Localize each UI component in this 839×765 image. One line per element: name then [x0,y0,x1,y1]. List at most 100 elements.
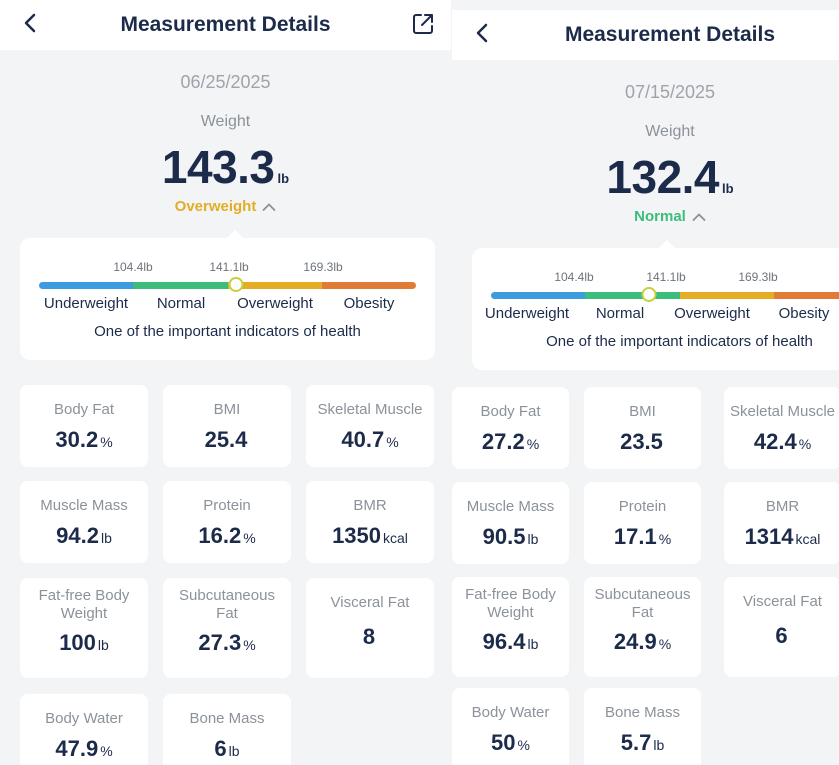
metric-value: 94.2 [56,523,99,548]
measurement-date: 07/15/2025 [624,82,716,102]
metric-card[interactable]: Visceral Fat 8 [306,578,434,678]
metric-value-row: 6 [724,623,839,649]
measurement-screen-right: Measurement Details 07/15/2025 Weight 13… [451,0,839,765]
metric-value: 6 [775,623,788,648]
threshold-label: 104.4lb [113,260,153,274]
metric-card[interactable]: Body Fat 27.2% [452,387,569,469]
external-link-icon[interactable] [411,12,435,36]
metric-card[interactable]: Skeletal Muscle 40.7% [306,385,434,467]
weight-status-label: Overweight [174,198,257,215]
weight-unit: lb [277,171,290,186]
metric-card[interactable]: Muscle Mass 94.2 lb [20,481,148,563]
metric-card[interactable]: Body Fat 30.2% [20,385,148,467]
metric-label: Fat-free Body Weight [465,586,556,621]
metric-label: Subcutaneous Fat [179,587,275,622]
category-label: Normal [156,295,206,312]
metric-card[interactable]: Body Water 50% [452,688,569,765]
metric-unit: % [798,436,812,452]
metric-value: 17.1 [613,524,657,549]
chevron-left-icon[interactable] [472,20,494,48]
metric-value: 24.9 [613,629,657,654]
metric-value: 90.5 [482,524,526,549]
metric-label: Skeletal Muscle [317,401,423,418]
metric-card[interactable]: BMI 25.4 [163,385,291,467]
metric-value: 1350 [332,523,382,548]
category-label: Overweight [674,305,750,322]
metric-card[interactable]: Visceral Fat 6 [724,577,839,677]
metric-value: 42.4 [753,429,797,454]
scale-hint: One of the important indicators of healt… [94,323,361,340]
chevron-left-icon[interactable] [20,10,42,38]
metric-unit: % [658,531,672,547]
metric-value-row: 1350 kcal [306,523,434,549]
metric-card[interactable]: BMR 1314 kcal [724,482,839,564]
metric-card[interactable]: Protein 17.1% [584,482,701,564]
metric-unit: % [658,636,672,652]
scale-bar [39,282,416,289]
metric-unit: lb [228,743,240,759]
weight-status-toggle[interactable]: Overweight [0,198,451,215]
metric-unit: % [243,637,256,653]
scale-bar [491,292,839,299]
scale-segment-obesity [773,292,839,299]
category-label: Overweight [237,295,313,312]
chevron-up-icon [692,213,706,221]
scale-hint: One of the important indicators of healt… [546,333,813,350]
metric-card[interactable]: Subcutaneous Fat 27.3% [163,578,291,678]
header-bar: Measurement Details [452,10,839,60]
metric-card[interactable]: Muscle Mass 90.5 lb [452,482,569,564]
metric-card[interactable]: Bone Mass 6 lb [163,694,291,765]
metric-value-row: 24.9% [584,629,701,655]
metric-card[interactable]: Protein 16.2% [163,481,291,563]
metric-card[interactable]: BMI 23.5 [584,387,701,469]
scale-segment-overweight [227,282,322,289]
metric-value-row: 27.3% [163,630,291,656]
metric-label: Skeletal Muscle [729,403,836,420]
scale-segment-overweight [679,292,774,299]
metric-card[interactable]: Bone Mass 5.7 lb [584,688,701,765]
threshold-label: 141.1lb [209,260,249,274]
metric-unit: % [517,737,530,753]
metric-value: 1314 [744,524,794,549]
measurement-date: 06/25/2025 [180,72,271,92]
metric-label: Visceral Fat [330,594,410,611]
metric-value-row: 5.7 lb [584,730,701,756]
metric-value-row: 42.4% [724,429,839,455]
metric-value: 40.7 [341,427,385,452]
metric-card[interactable]: Fat-free Body Weight 96.4 lb [452,577,569,677]
metric-value-row: 50% [452,730,569,756]
category-label: Obesity [343,295,395,312]
scale-segment-underweight [491,292,586,299]
metric-card[interactable]: Skeletal Muscle 42.4% [724,387,839,469]
weight-label: Weight [200,113,251,130]
metric-card[interactable]: Subcutaneous Fat 24.9% [584,577,701,677]
category-label: Underweight [43,295,129,312]
metric-value: 100 [59,630,96,655]
scale-categories: Underweight Normal Overweight Obesity [472,305,839,323]
metric-value: 23.5 [620,429,663,454]
metric-unit: % [100,434,113,450]
metric-value-row: 8 [306,624,434,650]
metric-unit: % [386,434,399,450]
metric-card[interactable]: Body Water 47.9% [20,694,148,765]
metric-unit: lb [100,530,112,546]
metric-value-row: 17.1% [584,524,701,550]
metric-label: Protein [618,498,667,515]
metric-label: Body Water [471,704,550,721]
metric-value-row: 1314 kcal [724,524,839,550]
weight-status-toggle[interactable]: Normal [452,208,839,225]
metric-label: Bone Mass [604,704,681,721]
weight-scale-card: 104.4lb 141.1lb 169.3lb Underweight Norm… [20,230,435,360]
scale-indicator [228,277,244,292]
measurement-screen-left: Measurement Details 06/25/2025 Weight 14… [0,0,451,765]
header-bar: Measurement Details [0,0,451,50]
metric-card[interactable]: BMR 1350 kcal [306,481,434,563]
metric-unit: % [100,743,113,759]
metric-value: 16.2 [198,523,242,548]
threshold-label: 169.3lb [303,260,343,274]
category-label: Underweight [484,305,570,322]
metric-card[interactable]: Fat-free Body Weight 100 lb [20,578,148,678]
chevron-up-icon [262,203,276,211]
scale-categories: Underweight Normal Overweight Obesity [20,295,435,313]
metric-value-row: 6 lb [163,736,291,762]
